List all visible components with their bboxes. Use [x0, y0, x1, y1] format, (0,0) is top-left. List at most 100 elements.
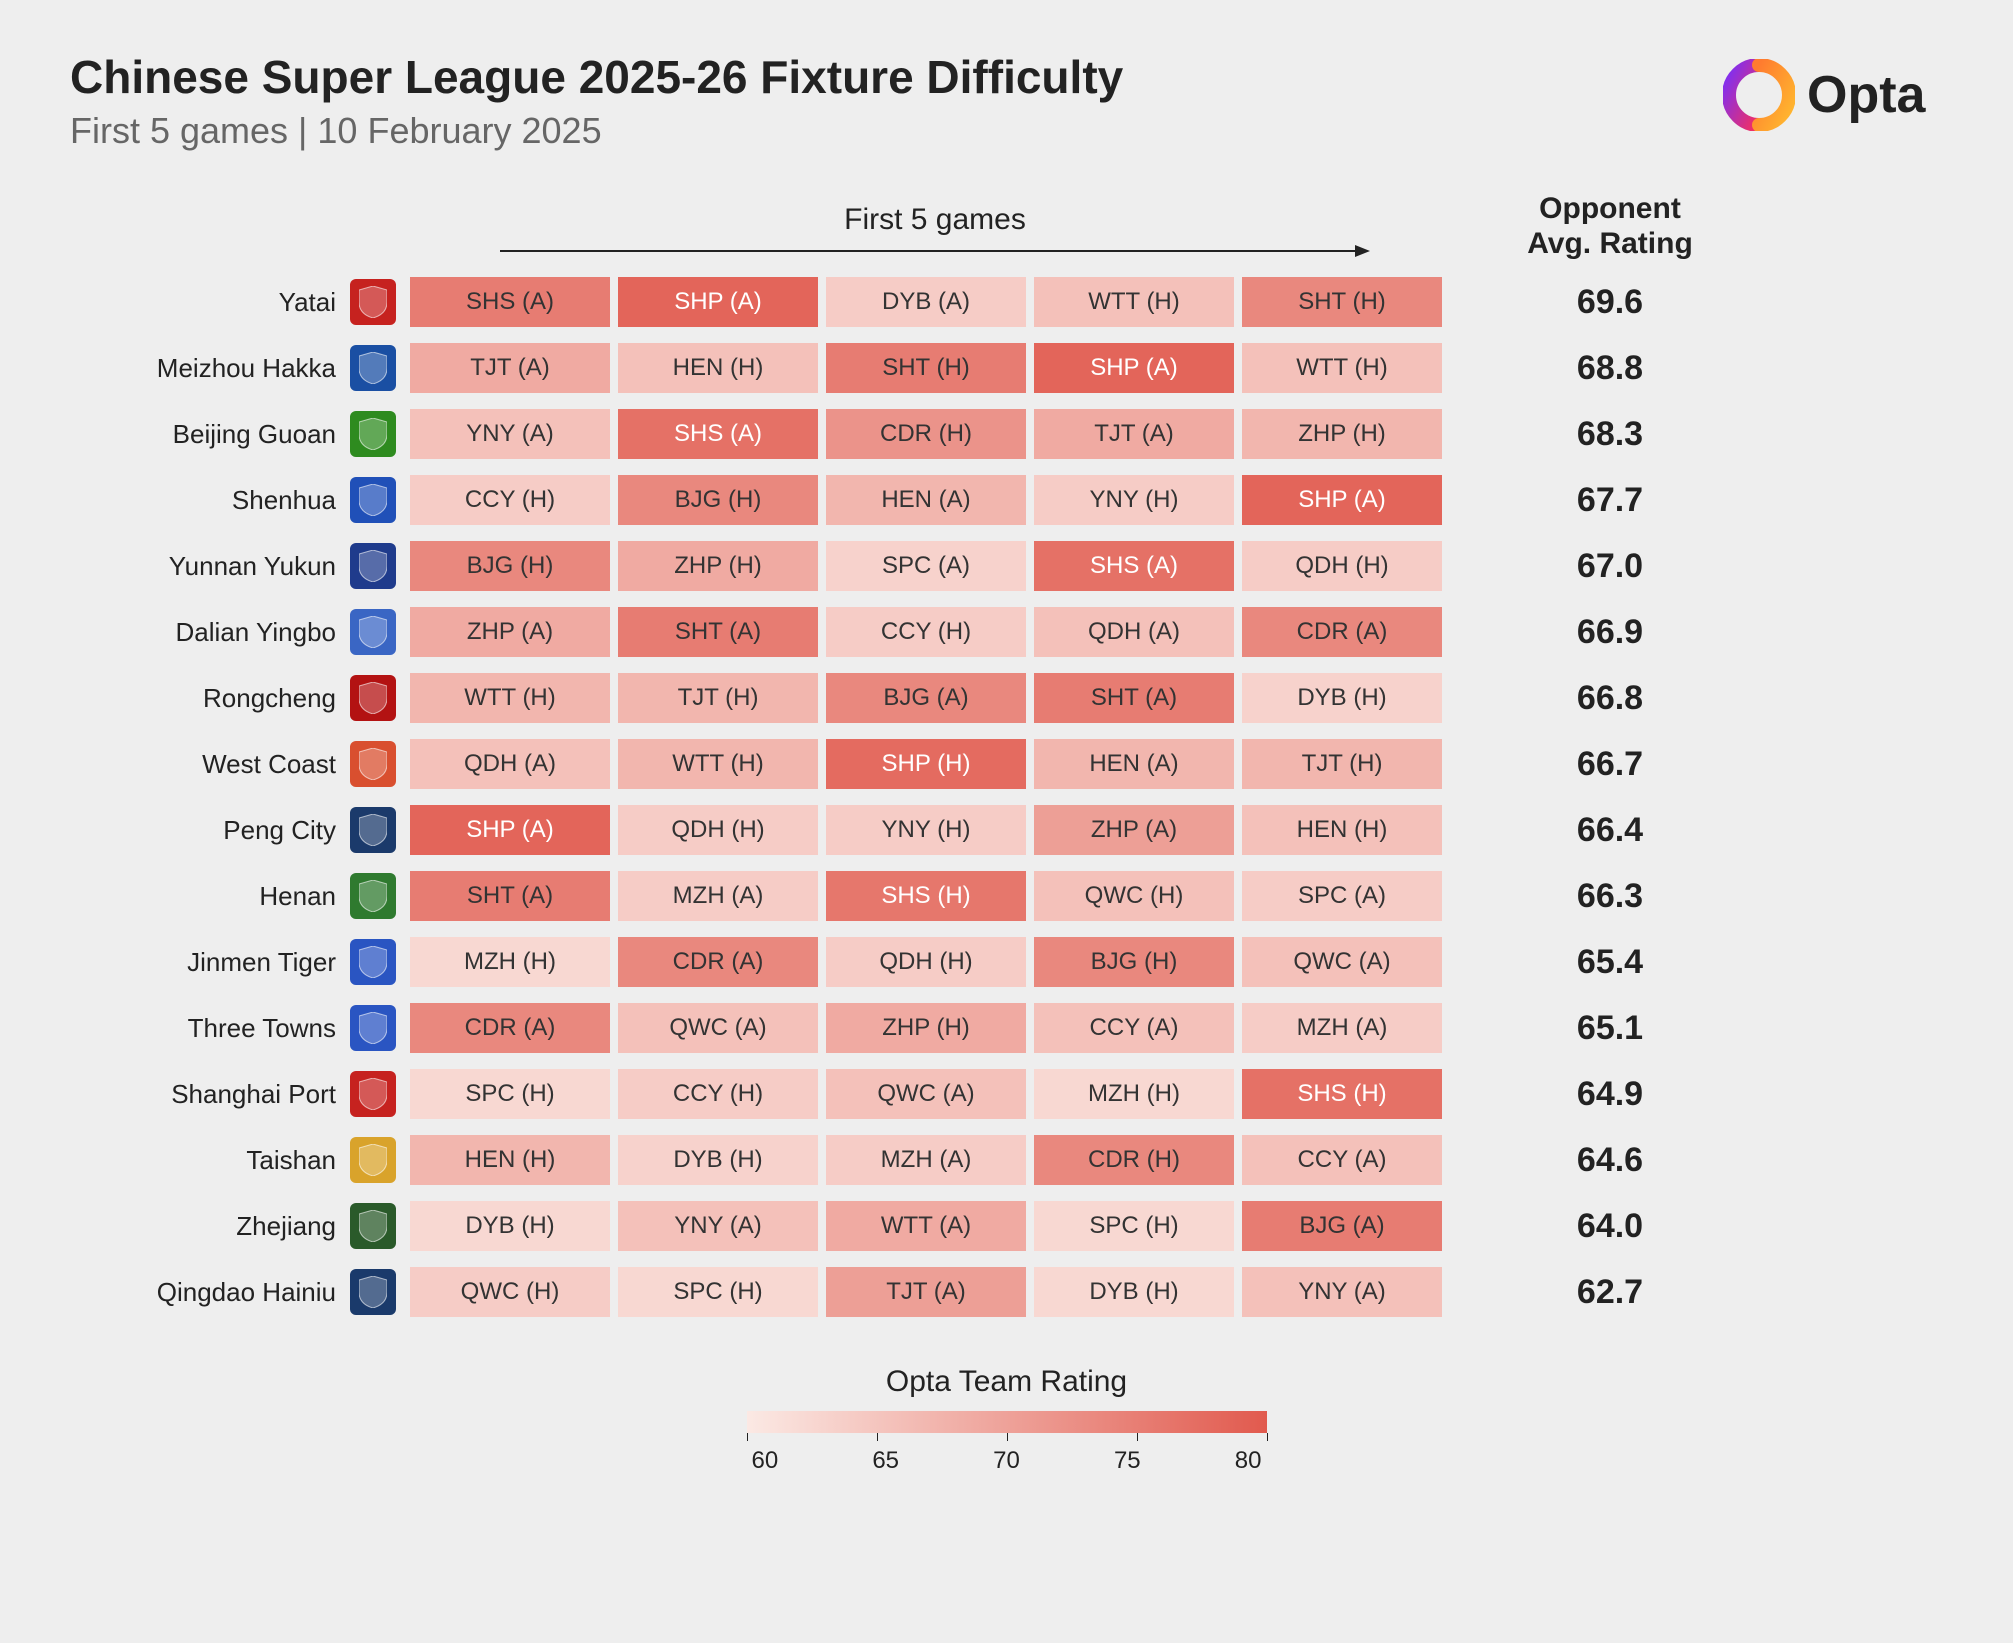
- fixture-cell: QWC (A): [618, 1003, 818, 1053]
- team-badge-icon: [350, 543, 396, 589]
- fixture-cell: SPC (A): [826, 541, 1026, 591]
- rating-header-line1: Opponent: [1460, 192, 1760, 227]
- fixture-cell: SHS (A): [618, 409, 818, 459]
- games-row: QWC (H)SPC (H)TJT (A)DYB (H)YNY (A): [410, 1267, 1460, 1317]
- title-block: Chinese Super League 2025-26 Fixture Dif…: [70, 50, 1123, 152]
- fixture-cell: SHP (A): [1034, 343, 1234, 393]
- team-badge-icon: [350, 675, 396, 721]
- table-rows: YataiSHS (A)SHP (A)DYB (A)WTT (H)SHT (H)…: [70, 269, 1943, 1325]
- fixture-cell: CCY (H): [618, 1069, 818, 1119]
- fixture-cell: HEN (H): [410, 1135, 610, 1185]
- fixture-cell: MZH (H): [1034, 1069, 1234, 1119]
- team-badge-icon: [350, 279, 396, 325]
- fixture-cell: QWC (A): [1242, 937, 1442, 987]
- team-name: Meizhou Hakka: [70, 353, 350, 384]
- fixture-cell: HEN (H): [1242, 805, 1442, 855]
- fixture-cell: WTT (H): [618, 739, 818, 789]
- table-row: TaishanHEN (H)DYB (H)MZH (A)CDR (H)CCY (…: [70, 1127, 1943, 1193]
- table-row: Meizhou Hakka TJT (A)HEN (H)SHT (H)SHP (A…: [70, 335, 1943, 401]
- games-header-label: First 5 games: [410, 203, 1460, 237]
- table-row: Three TownsCDR (A)QWC (A)ZHP (H)CCY (A)M…: [70, 995, 1943, 1061]
- column-headers: First 5 games Opponent Avg. Rating: [70, 192, 1943, 261]
- fixture-cell: SHT (H): [1242, 277, 1442, 327]
- fixture-cell: MZH (H): [410, 937, 610, 987]
- games-row: CDR (A)QWC (A)ZHP (H)CCY (A)MZH (A): [410, 1003, 1460, 1053]
- fixture-cell: SPC (H): [1034, 1201, 1234, 1251]
- header: Chinese Super League 2025-26 Fixture Dif…: [70, 50, 1943, 152]
- fixture-cell: SHT (A): [410, 871, 610, 921]
- games-row: BJG (H)ZHP (H)SPC (A)SHS (A)QDH (H): [410, 541, 1460, 591]
- fixture-cell: SHS (A): [1034, 541, 1234, 591]
- fixture-cell: TJT (A): [410, 343, 610, 393]
- games-row: YNY (A)SHS (A)CDR (H)TJT (A)ZHP (H): [410, 409, 1460, 459]
- fixture-cell: DYB (H): [1034, 1267, 1234, 1317]
- opponent-avg-rating: 66.9: [1460, 613, 1760, 652]
- fixture-cell: YNY (H): [1034, 475, 1234, 525]
- fixture-cell: MZH (A): [1242, 1003, 1442, 1053]
- fixture-cell: ZHP (H): [618, 541, 818, 591]
- fixture-cell: WTT (A): [826, 1201, 1026, 1251]
- table-row: YataiSHS (A)SHP (A)DYB (A)WTT (H)SHT (H)…: [70, 269, 1943, 335]
- arrow-icon: [500, 241, 1370, 261]
- team-name: Qingdao Hainiu: [70, 1277, 350, 1308]
- team-badge-icon: [350, 873, 396, 919]
- opponent-avg-rating: 64.6: [1460, 1141, 1760, 1180]
- team-name: Rongcheng: [70, 683, 350, 714]
- opta-logo-text: Opta: [1807, 65, 1925, 125]
- team-badge-icon: [350, 1269, 396, 1315]
- page-subtitle: First 5 games | 10 February 2025: [70, 110, 1123, 152]
- fixture-cell: QDH (H): [618, 805, 818, 855]
- table-row: Rongcheng WTT (H)TJT (H)BJG (A)SHT (A)DYB…: [70, 665, 1943, 731]
- table-row: Jinmen TigerMZH (H)CDR (A)QDH (H)BJG (H)…: [70, 929, 1943, 995]
- fixture-cell: CDR (A): [618, 937, 818, 987]
- fixture-cell: CCY (H): [826, 607, 1026, 657]
- table-row: Dalian YingboZHP (A)SHT (A)CCY (H)QDH (A…: [70, 599, 1943, 665]
- team-badge-icon: [350, 741, 396, 787]
- games-row: SHS (A)SHP (A)DYB (A)WTT (H)SHT (H): [410, 277, 1460, 327]
- opponent-avg-rating: 65.4: [1460, 943, 1760, 982]
- rating-header-line2: Avg. Rating: [1460, 227, 1760, 262]
- team-name: Henan: [70, 881, 350, 912]
- games-row: TJT (A)HEN (H)SHT (H)SHP (A)WTT (H): [410, 343, 1460, 393]
- fixture-cell: SHS (A): [410, 277, 610, 327]
- fixture-cell: QDH (A): [1034, 607, 1234, 657]
- fixture-cell: CDR (H): [1034, 1135, 1234, 1185]
- fixture-cell: WTT (H): [1242, 343, 1442, 393]
- games-row: CCY (H)BJG (H)HEN (A)YNY (H)SHP (A): [410, 475, 1460, 525]
- chart-area: First 5 games Opponent Avg. Rating Yatai…: [70, 192, 1943, 1475]
- opponent-avg-rating: 65.1: [1460, 1009, 1760, 1048]
- games-row: WTT (H)TJT (H)BJG (A)SHT (A)DYB (H): [410, 673, 1460, 723]
- team-name: West Coast: [70, 749, 350, 780]
- games-row: DYB (H)YNY (A)WTT (A)SPC (H)BJG (A): [410, 1201, 1460, 1251]
- rating-header: Opponent Avg. Rating: [1460, 192, 1760, 261]
- fixture-cell: CDR (A): [410, 1003, 610, 1053]
- fixture-cell: QWC (H): [410, 1267, 610, 1317]
- team-badge-icon: [350, 411, 396, 457]
- fixture-cell: WTT (H): [1034, 277, 1234, 327]
- legend: Opta Team Rating 6065707580: [70, 1365, 1943, 1475]
- opponent-avg-rating: 68.8: [1460, 349, 1760, 388]
- team-name: Shenhua: [70, 485, 350, 516]
- opponent-avg-rating: 64.0: [1460, 1207, 1760, 1246]
- table-row: Peng CitySHP (A)QDH (H)YNY (H)ZHP (A)HEN…: [70, 797, 1943, 863]
- legend-gradient-bar: [747, 1411, 1267, 1433]
- fixture-cell: MZH (A): [826, 1135, 1026, 1185]
- opponent-avg-rating: 69.6: [1460, 283, 1760, 322]
- fixture-cell: ZHP (A): [410, 607, 610, 657]
- fixture-cell: BJG (H): [618, 475, 818, 525]
- legend-ticklines: [747, 1433, 1267, 1441]
- fixture-cell: TJT (H): [1242, 739, 1442, 789]
- fixture-cell: HEN (H): [618, 343, 818, 393]
- fixture-cell: SPC (H): [410, 1069, 610, 1119]
- table-row: Qingdao Hainiu QWC (H)SPC (H)TJT (A)DYB (…: [70, 1259, 1943, 1325]
- fixture-cell: YNY (H): [826, 805, 1026, 855]
- games-row: QDH (A)WTT (H)SHP (H)HEN (A)TJT (H): [410, 739, 1460, 789]
- fixture-cell: MZH (A): [618, 871, 818, 921]
- fixture-cell: CCY (A): [1034, 1003, 1234, 1053]
- legend-tick-label: 60: [752, 1447, 779, 1475]
- fixture-cell: DYB (H): [1242, 673, 1442, 723]
- fixture-cell: QWC (H): [1034, 871, 1234, 921]
- page-title: Chinese Super League 2025-26 Fixture Dif…: [70, 50, 1123, 104]
- games-row: MZH (H)CDR (A)QDH (H)BJG (H)QWC (A): [410, 937, 1460, 987]
- legend-ticks: 6065707580: [747, 1447, 1267, 1475]
